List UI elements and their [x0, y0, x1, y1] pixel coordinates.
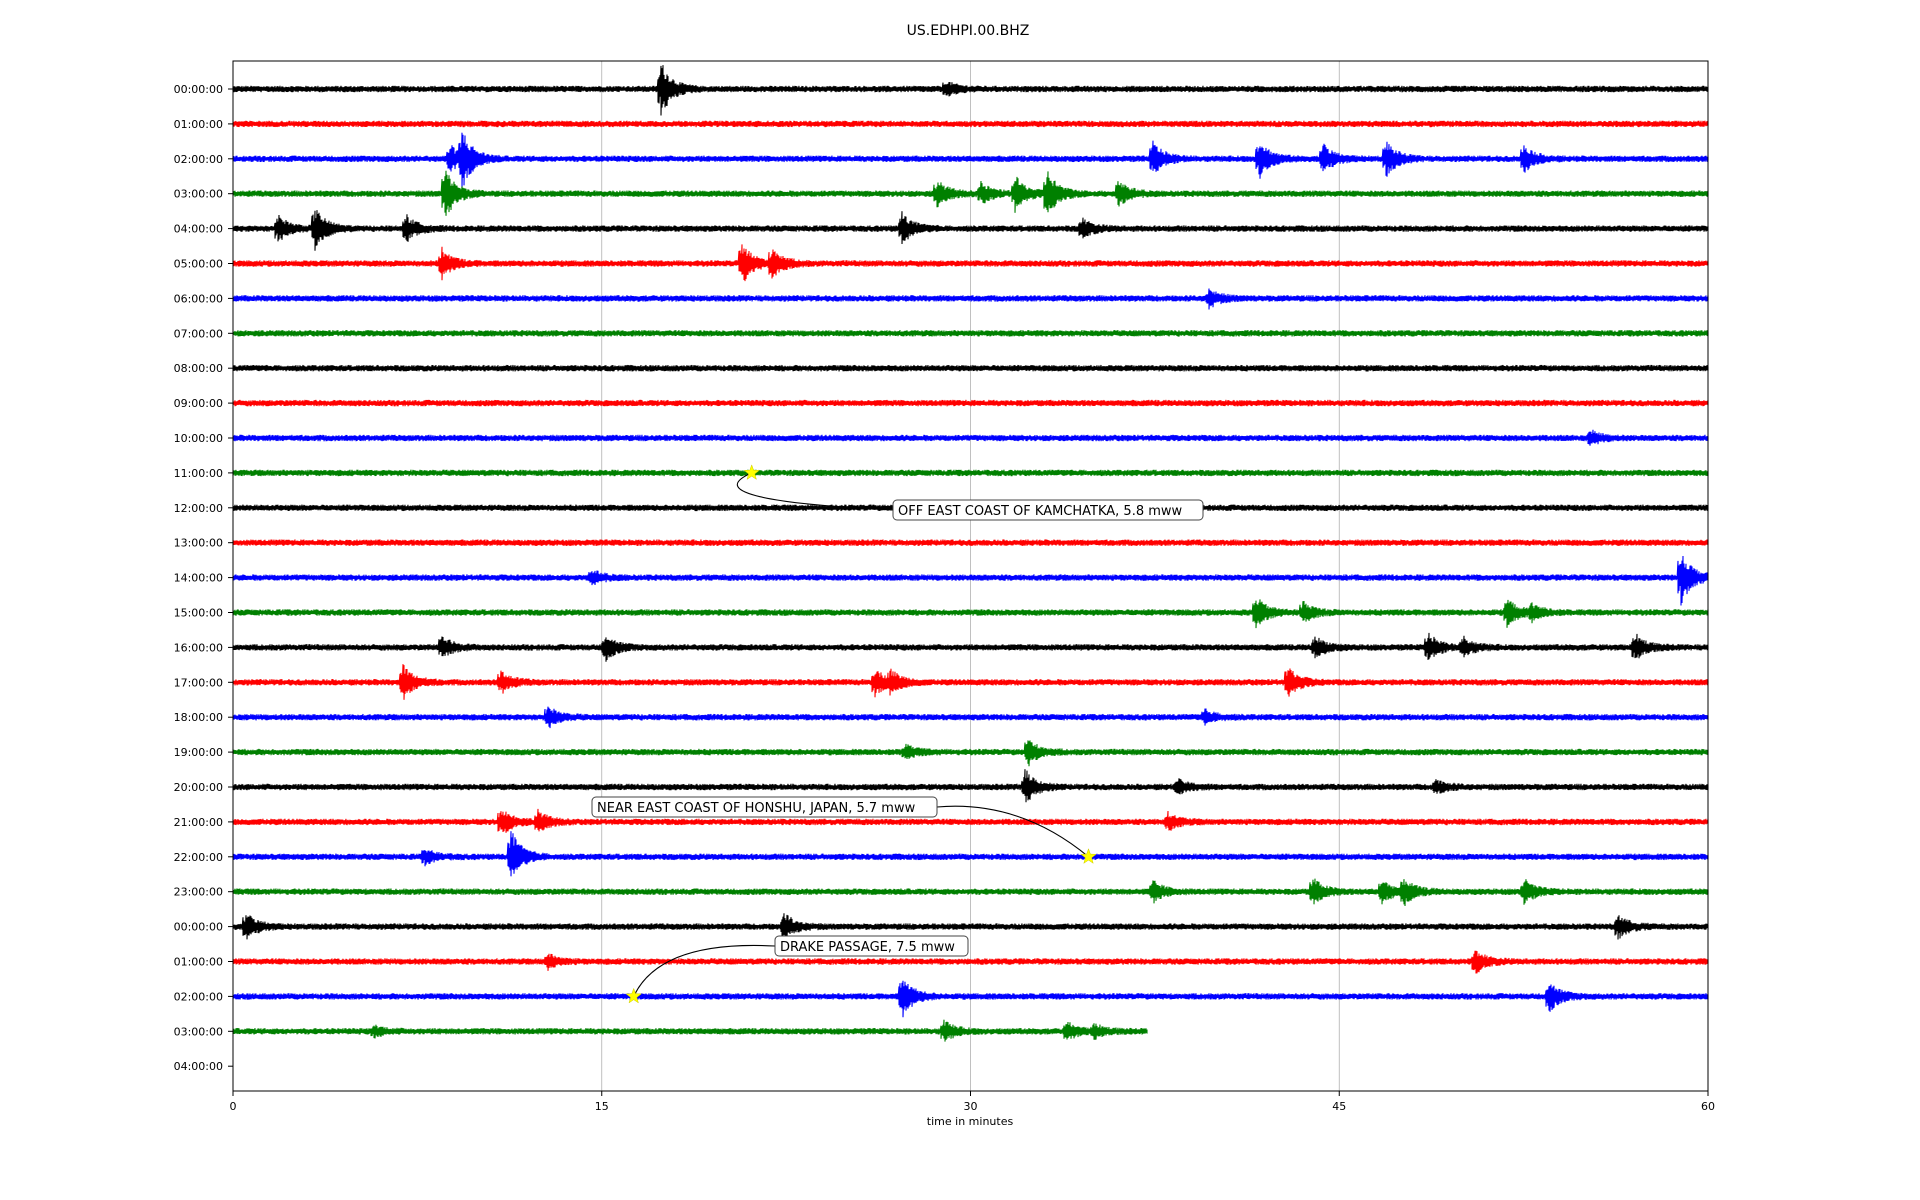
seismic-trace	[232, 808, 1709, 833]
row-time-label: 05:00:00	[174, 258, 223, 271]
seismic-trace	[232, 706, 1709, 729]
annotation-connector	[736, 472, 894, 511]
row-time-label: 02:00:00	[174, 153, 223, 166]
seismic-trace	[232, 664, 1709, 700]
row-time-label: 04:00:00	[174, 223, 223, 236]
x-tick-label: 60	[1701, 1100, 1715, 1113]
seismic-trace	[232, 132, 1709, 189]
seismic-trace	[232, 539, 1709, 547]
seismic-trace	[232, 831, 1709, 877]
seismic-trace	[232, 632, 1709, 662]
seismic-trace	[232, 288, 1709, 310]
row-time-label: 13:00:00	[174, 537, 223, 550]
row-time-label: 00:00:00	[174, 83, 223, 96]
row-time-label: 07:00:00	[174, 327, 223, 340]
row-time-label: 02:00:00	[174, 990, 223, 1003]
row-time-label: 01:00:00	[174, 956, 223, 969]
row-time-label: 22:00:00	[174, 851, 223, 864]
seismic-trace	[232, 244, 1709, 282]
seismic-trace	[232, 399, 1709, 407]
row-time-label: 15:00:00	[174, 607, 223, 620]
seismic-trace	[232, 878, 1709, 907]
annotation-connector	[936, 805, 1089, 858]
row-time-label: 23:00:00	[174, 886, 223, 899]
row-time-label: 18:00:00	[174, 711, 223, 724]
row-time-label: 17:00:00	[174, 676, 223, 689]
row-time-label: 12:00:00	[174, 502, 223, 515]
annotation-label: DRAKE PASSAGE, 7.5 mww	[780, 940, 955, 955]
seismic-trace	[232, 1019, 1148, 1042]
seismic-trace	[232, 769, 1709, 803]
row-time-label: 19:00:00	[174, 746, 223, 759]
x-tick-label: 45	[1332, 1100, 1346, 1113]
row-time-label: 09:00:00	[174, 397, 223, 410]
traces	[232, 65, 1709, 1042]
seismic-trace	[232, 950, 1709, 974]
x-axis-label: time in minutes	[927, 1115, 1014, 1128]
row-time-label: 08:00:00	[174, 362, 223, 375]
event-star-marker	[743, 464, 760, 480]
annotation-box	[774, 935, 969, 957]
event-annotations: OFF EAST COAST OF KAMCHATKA, 5.8 mww NEAR…	[591, 464, 1204, 1004]
x-tick-label: 15	[595, 1100, 609, 1113]
annotation-connector	[633, 944, 776, 997]
seismic-trace	[232, 599, 1709, 629]
annotation-box	[892, 499, 1204, 521]
event-star-marker	[625, 987, 642, 1004]
seismic-trace	[232, 980, 1709, 1018]
seismic-trace	[232, 469, 1709, 477]
row-time-label: 01:00:00	[174, 118, 223, 131]
plot-frame	[232, 60, 1709, 1092]
annotation-box	[591, 796, 938, 818]
seismic-trace	[232, 555, 1709, 606]
row-time-label: 03:00:00	[174, 188, 223, 201]
row-time-label: 11:00:00	[174, 467, 223, 480]
seismic-trace	[232, 740, 1709, 767]
row-time-label: 04:00:00	[174, 1060, 223, 1073]
seismic-trace	[232, 120, 1709, 128]
row-time-label: 21:00:00	[174, 816, 223, 829]
seismic-trace	[232, 329, 1709, 337]
row-time-label: 10:00:00	[174, 432, 223, 445]
event-star-marker	[1080, 848, 1097, 864]
x-tick-label: 0	[230, 1100, 237, 1113]
seismic-trace	[232, 170, 1709, 216]
seismic-trace	[232, 429, 1709, 446]
row-time-label: 00:00:00	[174, 921, 223, 934]
annotation-label: OFF EAST COAST OF KAMCHATKA, 5.8 mww	[898, 504, 1183, 519]
row-labels: 00:00:00 01:00:00 02:00:00 03:00:00 04:00:00…	[174, 83, 233, 1073]
x-axis-ticks: 0 15 30 45 60	[230, 1091, 1715, 1113]
row-time-label: 16:00:00	[174, 641, 223, 654]
row-time-label: 06:00:00	[174, 292, 223, 305]
row-time-label: 14:00:00	[174, 572, 223, 585]
seismic-trace	[232, 364, 1709, 372]
row-time-label: 03:00:00	[174, 1025, 223, 1038]
seismic-trace	[232, 913, 1709, 942]
seismic-trace	[232, 210, 1709, 251]
chart-title: US.EDHPI.00.BHZ	[907, 23, 1030, 39]
x-tick-label: 30	[964, 1100, 978, 1113]
seismic-trace	[232, 65, 1709, 116]
annotation-label: NEAR EAST COAST OF HONSHU, JAPAN, 5.7 mw…	[597, 801, 916, 816]
row-time-label: 20:00:00	[174, 781, 223, 794]
